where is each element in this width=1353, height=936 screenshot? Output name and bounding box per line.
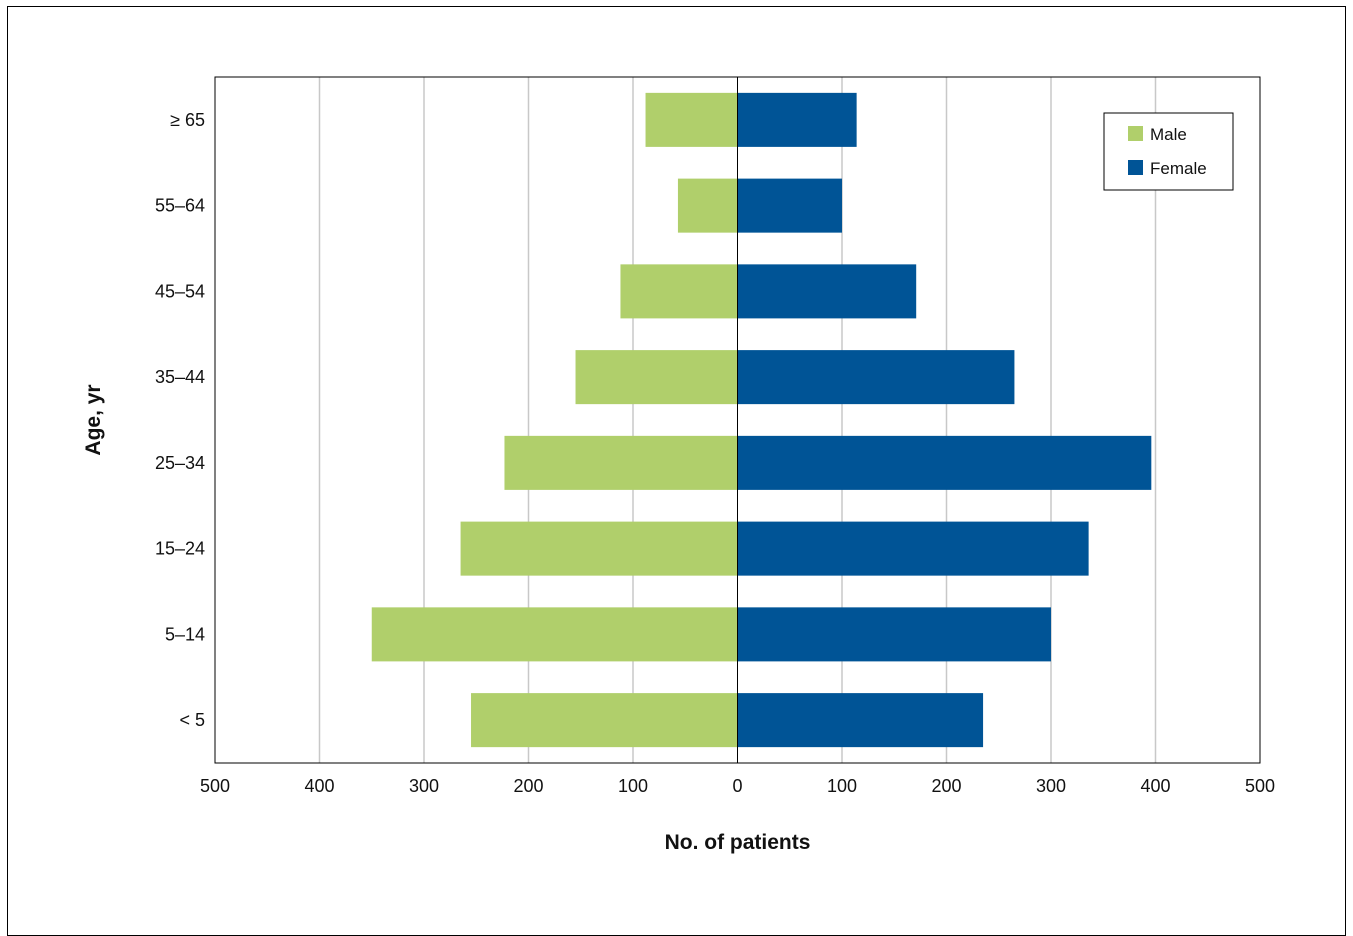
bar-female — [737, 178, 842, 233]
legend-swatch-male — [1128, 126, 1143, 141]
x-tick-label: 400 — [1140, 776, 1170, 796]
x-tick-label: 200 — [513, 776, 543, 796]
bar-male — [471, 693, 738, 748]
x-tick-label: 300 — [1036, 776, 1066, 796]
legend-box — [1103, 112, 1234, 191]
bar-female — [737, 521, 1089, 576]
x-tick-label: 0 — [732, 776, 742, 796]
y-tick-label: ≥ 65 — [170, 110, 205, 130]
bar-female — [737, 350, 1015, 405]
bar-male — [645, 92, 738, 147]
x-tick-label: 500 — [200, 776, 230, 796]
x-axis-title: No. of patients — [665, 831, 811, 854]
bar-female — [737, 264, 917, 319]
bar-male — [677, 178, 738, 233]
bar-female — [737, 435, 1152, 490]
x-tick-label: 500 — [1245, 776, 1275, 796]
legend-swatch-female — [1128, 160, 1143, 175]
x-tick-label: 100 — [827, 776, 857, 796]
x-tick-label: 300 — [409, 776, 439, 796]
y-tick-label: 45–54 — [155, 281, 205, 301]
bar-female — [737, 607, 1051, 662]
y-tick-label: 35–44 — [155, 367, 205, 387]
y-tick-label: 5–14 — [165, 624, 205, 644]
y-tick-label: 15–24 — [155, 539, 205, 559]
y-axis-title: Age, yr — [82, 384, 105, 455]
bar-male — [460, 521, 738, 576]
legend-label-male: Male — [1150, 125, 1187, 144]
x-tick-label: 200 — [931, 776, 961, 796]
y-tick-labels: < 5 5–14 15–24 25–34 35–44 45–54 55–64 ≥ 65 — [155, 110, 205, 730]
bar-male — [371, 607, 738, 662]
x-tick-label: 100 — [618, 776, 648, 796]
y-tick-label: 55–64 — [155, 196, 205, 216]
y-tick-label: 25–34 — [155, 453, 205, 473]
bar-male — [504, 435, 738, 490]
x-tick-label: 400 — [304, 776, 334, 796]
bar-female — [737, 92, 857, 147]
x-tick-labels: 500 400 300 200 100 0 100 200 300 400 500 — [200, 776, 1275, 796]
y-tick-label: < 5 — [179, 710, 205, 730]
legend: Male Female — [1103, 112, 1234, 191]
bars — [371, 92, 1152, 748]
bar-female — [737, 693, 984, 748]
legend-label-female: Female — [1150, 159, 1207, 178]
bar-male — [620, 264, 738, 319]
bar-male — [575, 350, 738, 405]
